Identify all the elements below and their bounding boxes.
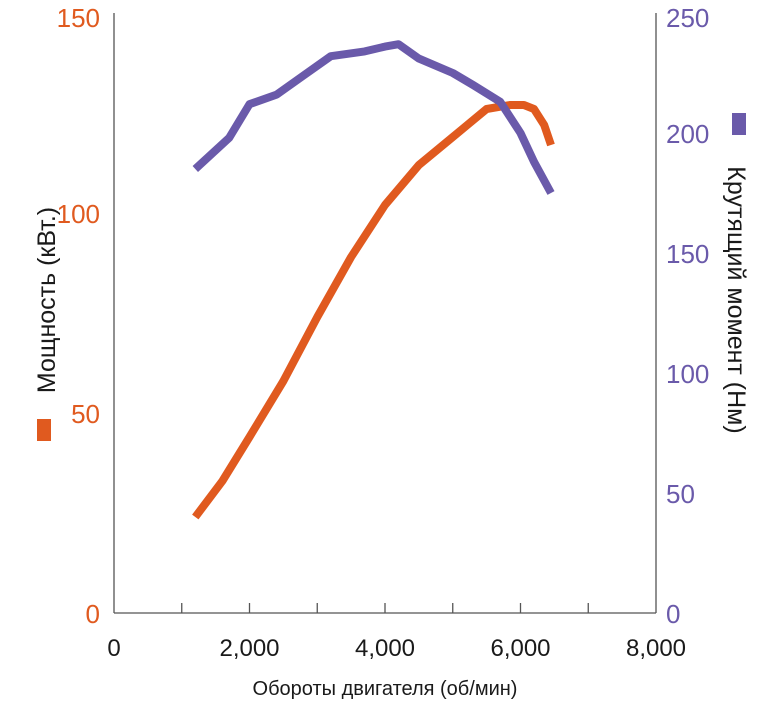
y-right-tick-label: 250 (666, 3, 709, 33)
x-tick-label: 8,000 (626, 635, 686, 662)
power-series-line (192, 101, 555, 520)
x-tick-label: 0 (107, 635, 120, 662)
y-right-tick-label: 200 (666, 119, 709, 149)
y-left-tick-label: 50 (71, 399, 100, 429)
series-layer (192, 40, 555, 520)
right-axis-title-group: Крутящий момент (Нм) (722, 166, 750, 433)
right-legend-swatch (732, 113, 746, 135)
x-tick-label: 2,000 (219, 635, 279, 662)
labels: Обороты двигателя (об/мин) Мощность (кВт… (33, 113, 750, 700)
left-axis-title-group: Мощность (кВт.) (33, 207, 61, 393)
left-axis-label: Мощность (кВт.) (33, 207, 61, 393)
x-tick-label: 6,000 (490, 635, 550, 662)
y-right-tick-label: 150 (666, 239, 709, 269)
axes: 0 2,000 4,000 6,000 8,000 0 50 100 150 0 50 100 150 2… (57, 3, 710, 662)
x-axis-label: Обороты двигателя (об/мин) (253, 678, 518, 700)
x-tick-label: 4,000 (355, 635, 415, 662)
y-right-tick-label: 0 (666, 599, 680, 629)
y-left-tick-label: 100 (57, 199, 100, 229)
right-axis-label: Крутящий момент (Нм) (722, 166, 750, 433)
y-right-tick-label: 100 (666, 359, 709, 389)
y-right-tick-label: 50 (666, 479, 695, 509)
y-left-tick-label: 0 (86, 599, 100, 629)
torque-series-line (192, 40, 555, 195)
y-left-tick-label: 150 (57, 3, 100, 33)
left-legend-swatch (37, 419, 51, 441)
